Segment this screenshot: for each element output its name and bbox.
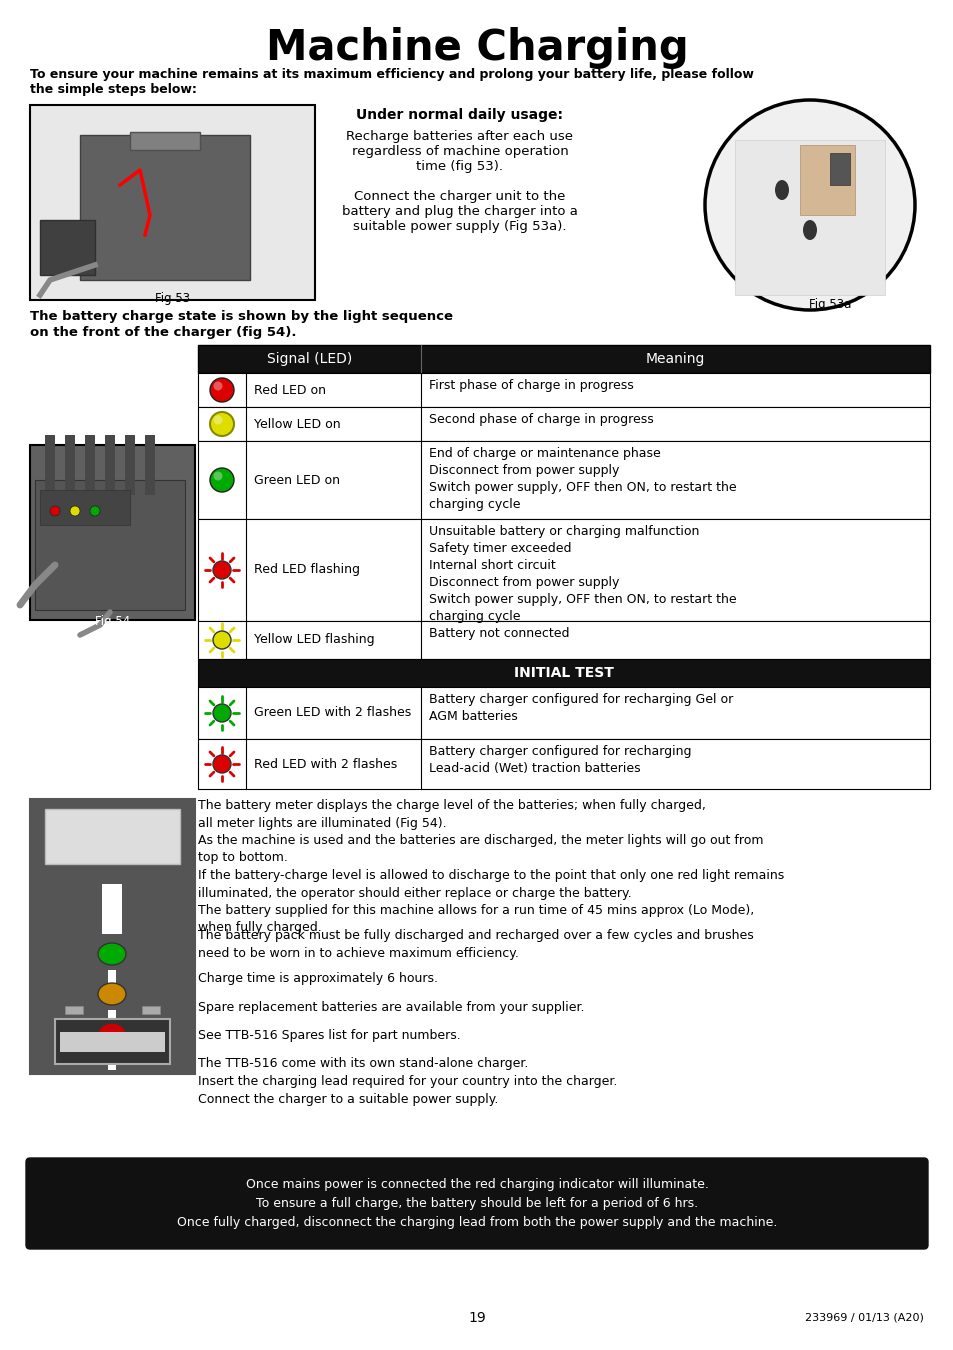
Text: To ensure your machine remains at its maximum efficiency and prolong your batter: To ensure your machine remains at its ma…: [30, 68, 753, 81]
Circle shape: [90, 506, 100, 516]
Text: Yellow LED on: Yellow LED on: [253, 417, 340, 431]
Ellipse shape: [774, 180, 788, 200]
FancyBboxPatch shape: [198, 659, 929, 687]
Text: Red LED flashing: Red LED flashing: [253, 563, 359, 576]
Text: Recharge batteries after each use
regardless of machine operation
time (fig 53).: Recharge batteries after each use regard…: [342, 130, 578, 234]
FancyBboxPatch shape: [198, 518, 929, 621]
Ellipse shape: [98, 983, 126, 1004]
Text: See TTB-516 Spares list for part numbers.: See TTB-516 Spares list for part numbers…: [198, 1029, 460, 1042]
Circle shape: [213, 416, 222, 424]
Text: Fig 53a: Fig 53a: [808, 298, 850, 311]
Text: The battery charge state is shown by the light sequence: The battery charge state is shown by the…: [30, 310, 453, 323]
Text: Battery not connected: Battery not connected: [429, 626, 569, 640]
Text: Unsuitable battery or charging malfunction
Safety timer exceeded
Internal short : Unsuitable battery or charging malfuncti…: [429, 525, 736, 622]
Text: the simple steps below:: the simple steps below:: [30, 82, 196, 96]
Text: Fig 54: Fig 54: [94, 616, 130, 628]
FancyBboxPatch shape: [30, 446, 194, 620]
Circle shape: [213, 382, 222, 390]
FancyBboxPatch shape: [85, 435, 95, 495]
FancyBboxPatch shape: [145, 435, 154, 495]
FancyBboxPatch shape: [198, 406, 929, 441]
FancyBboxPatch shape: [734, 140, 884, 296]
Text: Signal (LED): Signal (LED): [267, 352, 352, 366]
FancyBboxPatch shape: [198, 373, 929, 406]
Ellipse shape: [830, 180, 844, 200]
FancyBboxPatch shape: [198, 687, 929, 738]
Text: Meaning: Meaning: [645, 352, 704, 366]
Text: Battery charger configured for recharging
Lead-acid (Wet) traction batteries: Battery charger configured for rechargin…: [429, 745, 691, 775]
Circle shape: [213, 630, 231, 649]
Ellipse shape: [802, 220, 816, 240]
Text: Red LED on: Red LED on: [253, 383, 326, 397]
FancyBboxPatch shape: [65, 435, 75, 495]
Text: Fig 53: Fig 53: [154, 292, 190, 305]
Text: INITIAL TEST: INITIAL TEST: [514, 666, 614, 680]
Text: Spare replacement batteries are available from your supplier.: Spare replacement batteries are availabl…: [198, 1000, 584, 1014]
FancyBboxPatch shape: [198, 621, 929, 659]
FancyBboxPatch shape: [40, 220, 95, 275]
FancyBboxPatch shape: [198, 738, 929, 788]
FancyBboxPatch shape: [829, 153, 849, 185]
FancyBboxPatch shape: [108, 1050, 116, 1071]
FancyBboxPatch shape: [198, 441, 929, 518]
Text: Yellow LED flashing: Yellow LED flashing: [253, 633, 375, 647]
FancyBboxPatch shape: [105, 435, 115, 495]
FancyBboxPatch shape: [142, 1006, 160, 1014]
Circle shape: [213, 471, 222, 481]
Text: Once mains power is connected the red charging indicator will illuminate.
To ens: Once mains power is connected the red ch…: [176, 1179, 777, 1228]
FancyBboxPatch shape: [108, 971, 116, 990]
Text: 19: 19: [468, 1311, 485, 1324]
FancyBboxPatch shape: [30, 799, 194, 1075]
Text: The battery pack must be fully discharged and recharged over a few cycles and br: The battery pack must be fully discharge…: [198, 929, 753, 960]
Text: The battery meter displays the charge level of the batteries; when fully charged: The battery meter displays the charge le…: [198, 799, 783, 934]
Circle shape: [704, 100, 914, 311]
Text: Green LED on: Green LED on: [253, 474, 339, 486]
Text: End of charge or maintenance phase
Disconnect from power supply
Switch power sup: End of charge or maintenance phase Disco…: [429, 447, 736, 512]
FancyBboxPatch shape: [45, 435, 55, 495]
Text: First phase of charge in progress: First phase of charge in progress: [429, 379, 633, 391]
Ellipse shape: [98, 944, 126, 965]
Circle shape: [213, 703, 231, 722]
Text: Charge time is approximately 6 hours.: Charge time is approximately 6 hours.: [198, 972, 437, 986]
Text: Second phase of charge in progress: Second phase of charge in progress: [429, 413, 653, 427]
Circle shape: [50, 506, 60, 516]
Circle shape: [210, 378, 233, 402]
FancyBboxPatch shape: [130, 132, 200, 150]
FancyBboxPatch shape: [35, 481, 185, 610]
Text: The TTB-516 come with its own stand-alone charger.
Insert the charging lead requ: The TTB-516 come with its own stand-alon…: [198, 1057, 617, 1106]
FancyBboxPatch shape: [102, 884, 122, 934]
Text: Red LED with 2 flashes: Red LED with 2 flashes: [253, 757, 396, 771]
Text: on the front of the charger (fig 54).: on the front of the charger (fig 54).: [30, 325, 296, 339]
Circle shape: [213, 755, 231, 774]
Circle shape: [210, 468, 233, 491]
FancyBboxPatch shape: [80, 135, 250, 279]
Text: Under normal daily usage:: Under normal daily usage:: [356, 108, 563, 122]
Circle shape: [213, 562, 231, 579]
FancyBboxPatch shape: [26, 1158, 927, 1249]
FancyBboxPatch shape: [60, 1031, 165, 1052]
FancyBboxPatch shape: [65, 1006, 83, 1014]
FancyBboxPatch shape: [125, 435, 135, 495]
Text: Battery charger configured for recharging Gel or
AGM batteries: Battery charger configured for rechargin…: [429, 693, 733, 724]
Circle shape: [210, 412, 233, 436]
Circle shape: [70, 506, 80, 516]
Text: Machine Charging: Machine Charging: [265, 27, 688, 69]
FancyBboxPatch shape: [30, 105, 314, 300]
FancyBboxPatch shape: [40, 490, 130, 525]
FancyBboxPatch shape: [198, 346, 929, 373]
FancyBboxPatch shape: [55, 1019, 170, 1064]
Text: Green LED with 2 flashes: Green LED with 2 flashes: [253, 706, 411, 720]
FancyBboxPatch shape: [108, 1010, 116, 1030]
Ellipse shape: [98, 1023, 126, 1045]
Text: 233969 / 01/13 (A20): 233969 / 01/13 (A20): [804, 1314, 923, 1323]
FancyBboxPatch shape: [800, 144, 854, 215]
FancyBboxPatch shape: [45, 809, 180, 864]
